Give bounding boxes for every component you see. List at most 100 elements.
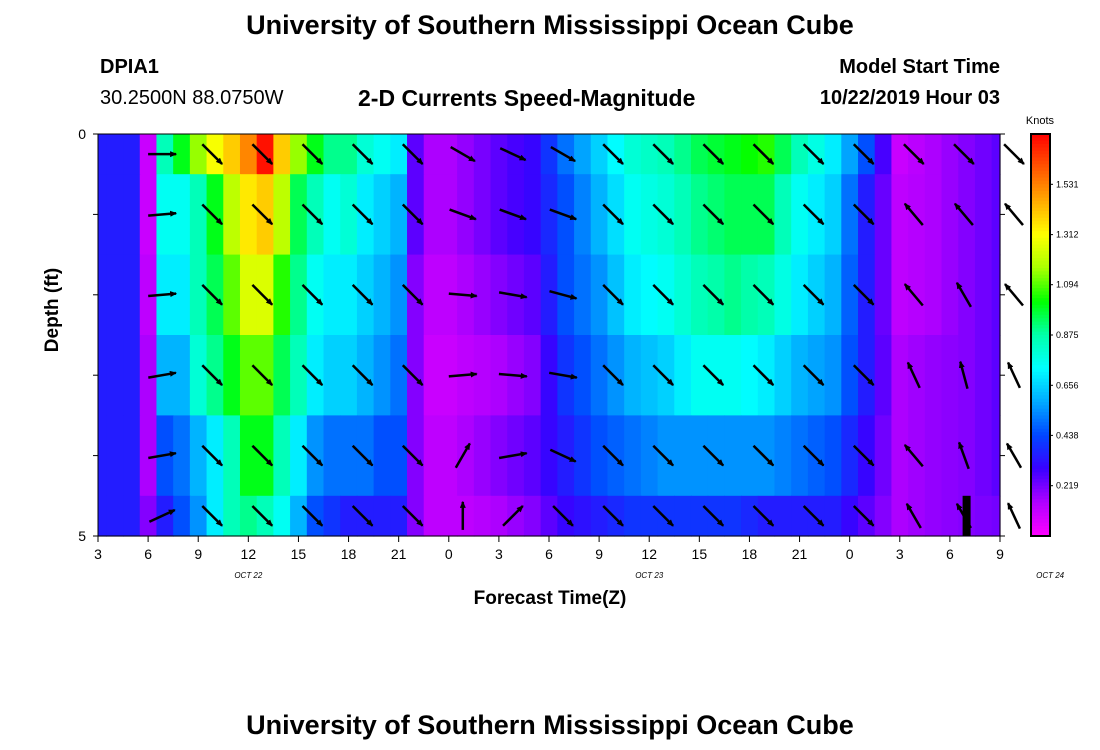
heatmap-cell	[807, 174, 826, 256]
colorbar-segment	[1031, 134, 1050, 138]
heatmap-cell	[574, 335, 592, 416]
colorbar-segment	[1031, 207, 1050, 212]
speed-heatmap	[98, 134, 1001, 537]
heatmap-cell	[290, 134, 308, 175]
heatmap-cell	[407, 495, 425, 537]
colorbar-label: Knots	[1026, 115, 1055, 127]
colorbar-segment	[1031, 458, 1050, 463]
colorbar-segment	[1031, 214, 1050, 219]
heatmap-cell	[891, 254, 909, 336]
heatmap-cell	[306, 495, 325, 537]
heatmap-cell	[490, 335, 508, 416]
colorbar-segment	[1031, 345, 1050, 349]
heatmap-cell	[156, 495, 174, 537]
heatmap-cell	[958, 134, 976, 175]
heatmap-cell	[356, 134, 375, 175]
current-vector-arrow	[548, 371, 578, 380]
heatmap-cell	[724, 335, 742, 416]
current-vector-arrow	[401, 203, 424, 226]
current-vector-arrow	[351, 444, 374, 467]
heatmap-cell	[206, 254, 224, 336]
heatmap-cell	[858, 254, 876, 336]
heatmap-cell	[924, 254, 943, 336]
heatmap-cell	[574, 134, 592, 175]
colorbar-segment	[1031, 234, 1050, 239]
colorbar-segment	[1031, 479, 1050, 483]
station-id: DPIA1	[100, 56, 159, 78]
heatmap-cell	[306, 335, 325, 416]
heatmap-cell	[390, 254, 408, 336]
colorbar-segment	[1031, 435, 1050, 440]
heatmap-cell	[206, 415, 224, 497]
heatmap-cell	[657, 415, 675, 497]
heatmap-cell	[390, 335, 408, 416]
current-vector-arrow	[450, 146, 476, 163]
colorbar-segment	[1031, 371, 1050, 376]
heatmap-cell	[924, 495, 943, 537]
colorbar-tick-label: 1.531	[1056, 179, 1079, 189]
heatmap-cell	[824, 174, 842, 256]
current-vector-arrow	[351, 284, 374, 306]
colorbar-segment	[1031, 505, 1050, 510]
colorbar-segment	[1031, 485, 1050, 490]
current-vector-arrow	[201, 284, 223, 306]
colorbar-segment	[1031, 190, 1050, 195]
heatmap-cell	[106, 174, 124, 256]
colorbar-segment	[1031, 365, 1050, 370]
heatmap-cell	[523, 495, 542, 537]
colorbar-segment	[1031, 492, 1050, 497]
heatmap-cell	[924, 174, 943, 256]
heatmap-cell	[724, 495, 742, 537]
heatmap-cell	[340, 335, 358, 416]
heatmap-cell	[774, 174, 792, 256]
current-vector-arrow	[401, 505, 424, 527]
heatmap-cell	[523, 415, 542, 497]
date-label: OCT 23	[635, 571, 664, 580]
x-tick-label: 3	[896, 546, 904, 562]
heatmap-cell	[657, 335, 675, 416]
heatmap-cell	[757, 495, 776, 537]
heatmap-cell	[290, 335, 308, 416]
colorbar-segment	[1031, 338, 1050, 343]
heatmap-cell	[690, 495, 709, 537]
heatmap-cell	[557, 495, 575, 537]
current-vector-arrow	[802, 284, 825, 306]
heatmap-cell	[757, 254, 776, 336]
heatmap-cell	[189, 174, 208, 256]
current-vector-arrow	[1005, 442, 1023, 469]
colorbar-segment	[1031, 140, 1050, 145]
colorbar-segment	[1031, 512, 1050, 517]
colorbar-tick-label: 1.094	[1056, 280, 1079, 290]
x-tick-label: 6	[946, 546, 954, 562]
heatmap-cell	[674, 134, 692, 175]
heatmap-cell	[239, 254, 258, 336]
heatmap-cell	[574, 415, 592, 497]
heatmap-cell	[824, 254, 842, 336]
current-vector-arrow	[1004, 283, 1024, 307]
current-vector-arrow	[955, 281, 972, 308]
colorbar-segment	[1031, 281, 1050, 286]
colorbar-segment	[1031, 261, 1050, 266]
x-tick-label: 9	[595, 546, 603, 562]
colorbar-segment	[1031, 482, 1050, 487]
heatmap-cell	[757, 134, 776, 175]
current-vector-arrow	[1006, 361, 1022, 389]
current-vector-arrow	[752, 284, 775, 306]
heatmap-cell	[323, 335, 341, 416]
current-vector-arrow	[852, 444, 875, 467]
heatmap-cell	[741, 335, 759, 416]
heatmap-cell	[98, 495, 107, 537]
current-vector-arrow	[652, 284, 674, 306]
current-vector-arrow	[752, 444, 775, 467]
heatmap-cell	[774, 134, 792, 175]
heatmap-cell	[607, 134, 625, 175]
current-vector-arrow	[752, 364, 775, 386]
colorbar-segment	[1031, 358, 1050, 363]
heatmap-cell	[841, 134, 859, 175]
heatmap-cell	[323, 415, 341, 497]
heatmap-cell	[440, 495, 458, 537]
heatmap-cell	[173, 335, 191, 416]
heatmap-cell	[874, 335, 893, 416]
current-vector-arrow	[652, 143, 674, 165]
heatmap-cell	[841, 415, 859, 497]
